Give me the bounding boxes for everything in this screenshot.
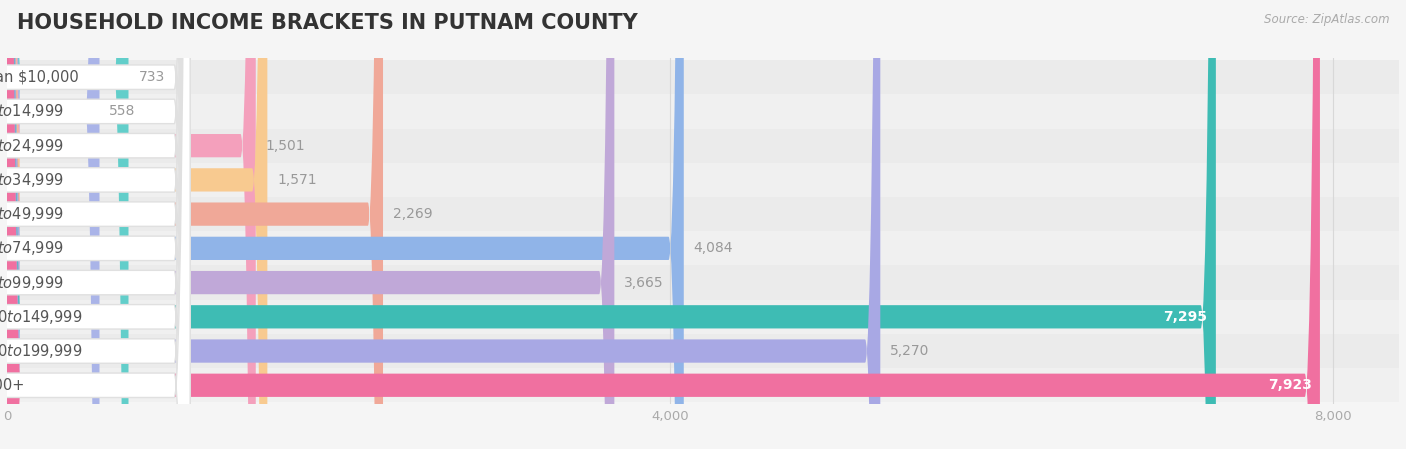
FancyBboxPatch shape xyxy=(7,94,1399,128)
Text: $15,000 to $24,999: $15,000 to $24,999 xyxy=(0,136,63,154)
Text: 733: 733 xyxy=(138,70,165,84)
Text: 7,295: 7,295 xyxy=(1164,310,1208,324)
FancyBboxPatch shape xyxy=(7,0,1216,449)
FancyBboxPatch shape xyxy=(0,0,190,449)
FancyBboxPatch shape xyxy=(7,368,1399,402)
FancyBboxPatch shape xyxy=(0,0,190,449)
Text: $10,000 to $14,999: $10,000 to $14,999 xyxy=(0,102,63,120)
FancyBboxPatch shape xyxy=(7,0,128,449)
Text: $50,000 to $74,999: $50,000 to $74,999 xyxy=(0,239,63,257)
FancyBboxPatch shape xyxy=(0,0,190,449)
Text: 1,571: 1,571 xyxy=(277,173,316,187)
Text: $35,000 to $49,999: $35,000 to $49,999 xyxy=(0,205,63,223)
FancyBboxPatch shape xyxy=(7,231,1399,265)
FancyBboxPatch shape xyxy=(0,0,190,449)
Text: $25,000 to $34,999: $25,000 to $34,999 xyxy=(0,171,63,189)
Text: 1,501: 1,501 xyxy=(266,139,305,153)
Text: $75,000 to $99,999: $75,000 to $99,999 xyxy=(0,273,63,291)
FancyBboxPatch shape xyxy=(7,334,1399,368)
FancyBboxPatch shape xyxy=(7,0,683,449)
FancyBboxPatch shape xyxy=(0,0,190,449)
Text: 4,084: 4,084 xyxy=(693,242,733,255)
Text: Less than $10,000: Less than $10,000 xyxy=(0,70,79,85)
FancyBboxPatch shape xyxy=(7,0,100,449)
FancyBboxPatch shape xyxy=(7,0,1320,449)
Text: 2,269: 2,269 xyxy=(392,207,433,221)
FancyBboxPatch shape xyxy=(7,299,1399,334)
FancyBboxPatch shape xyxy=(0,0,190,449)
FancyBboxPatch shape xyxy=(0,0,190,449)
FancyBboxPatch shape xyxy=(7,265,1399,299)
FancyBboxPatch shape xyxy=(7,0,614,449)
Text: $150,000 to $199,999: $150,000 to $199,999 xyxy=(0,342,82,360)
FancyBboxPatch shape xyxy=(7,0,382,449)
FancyBboxPatch shape xyxy=(7,0,880,449)
FancyBboxPatch shape xyxy=(7,197,1399,231)
Text: 5,270: 5,270 xyxy=(890,344,929,358)
FancyBboxPatch shape xyxy=(7,0,256,449)
Text: 7,923: 7,923 xyxy=(1268,378,1312,392)
Text: HOUSEHOLD INCOME BRACKETS IN PUTNAM COUNTY: HOUSEHOLD INCOME BRACKETS IN PUTNAM COUN… xyxy=(17,13,638,34)
FancyBboxPatch shape xyxy=(0,0,190,449)
FancyBboxPatch shape xyxy=(7,0,267,449)
Text: Source: ZipAtlas.com: Source: ZipAtlas.com xyxy=(1264,13,1389,26)
Text: $100,000 to $149,999: $100,000 to $149,999 xyxy=(0,308,82,326)
FancyBboxPatch shape xyxy=(0,0,190,449)
FancyBboxPatch shape xyxy=(0,0,190,449)
FancyBboxPatch shape xyxy=(7,128,1399,163)
Text: $200,000+: $200,000+ xyxy=(0,378,25,393)
FancyBboxPatch shape xyxy=(7,163,1399,197)
Text: 3,665: 3,665 xyxy=(624,276,664,290)
Text: 558: 558 xyxy=(110,105,136,119)
FancyBboxPatch shape xyxy=(7,60,1399,94)
